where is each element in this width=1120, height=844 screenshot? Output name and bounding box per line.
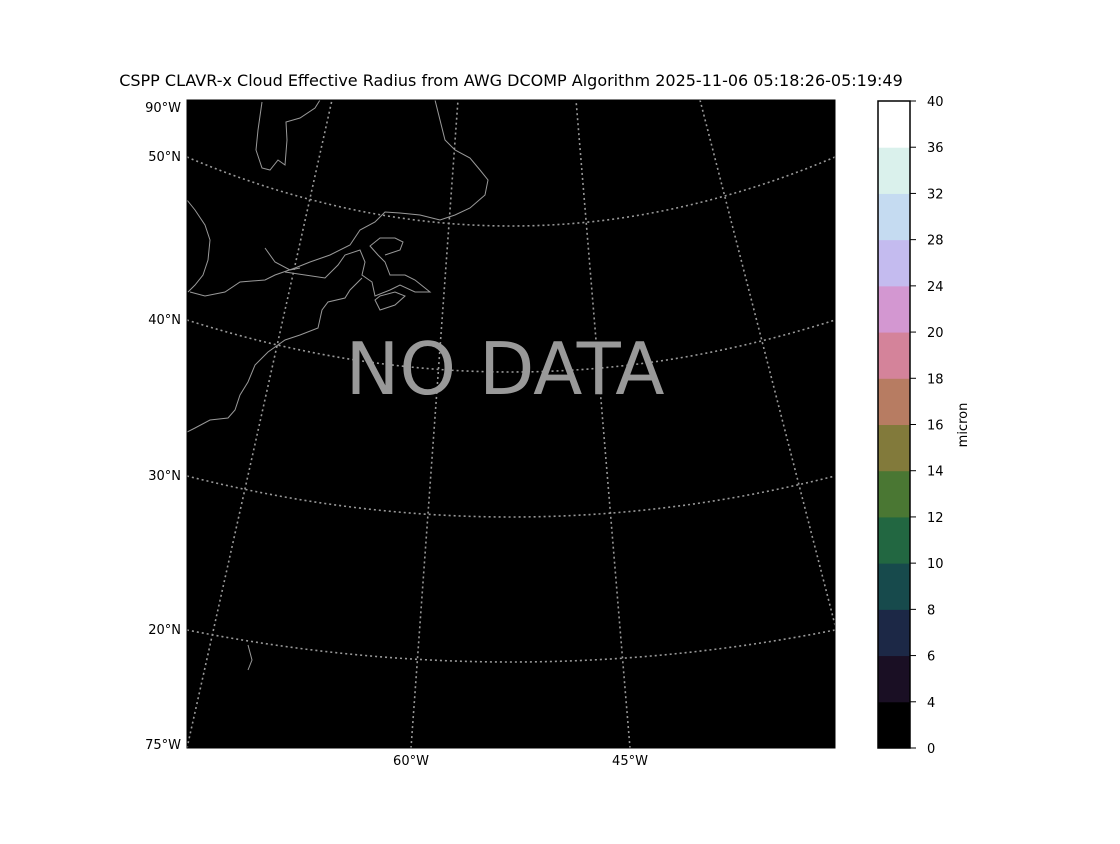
lon-label-60w: 60°W (393, 754, 429, 769)
meridian-45w (575, 100, 631, 748)
colorbar-tick-label: 0 (927, 742, 935, 757)
map-background (187, 100, 835, 748)
colorbar-tick-label: 20 (927, 326, 944, 341)
colorbar-segment (878, 239, 910, 287)
colorbar-tick-label: 28 (927, 234, 944, 249)
colorbar-segment (878, 424, 910, 472)
colorbar-tick-label: 14 (927, 465, 944, 480)
colorbar-tick-label: 16 (927, 419, 944, 434)
colorbar-tick-label: 32 (927, 187, 944, 202)
colorbar-segment (878, 655, 910, 703)
no-data-label: NO DATA (346, 327, 665, 411)
lat-label-20n: 20°N (148, 623, 181, 638)
lat-label-50n: 50°N (148, 150, 181, 165)
colorbar-segment (878, 147, 910, 194)
lat-label-30n: 30°N (148, 469, 181, 484)
meridian-60w (410, 100, 459, 748)
colorbar-segment (878, 609, 910, 657)
map-frame (186, 99, 836, 749)
colorbar-segment (878, 332, 910, 379)
colorbar-tick-label: 40 (927, 95, 944, 110)
colorbar-segment (878, 101, 910, 148)
colorbar-tick-label: 8 (927, 603, 935, 618)
colorbar-tick-label: 4 (927, 696, 935, 711)
colorbar-segment (878, 285, 910, 333)
colorbar-tick-label: 24 (927, 280, 944, 295)
lat-label-40n: 40°N (148, 313, 181, 328)
colorbar: 0 4 6 8 10 12 14 16 18 20 24 28 32 36 40 (877, 95, 944, 757)
map-panel: NO DATA (186, 99, 836, 749)
colorbar-segment (878, 516, 910, 564)
colorbar-tick-label: 18 (927, 372, 944, 387)
colorbar-segment (878, 563, 910, 610)
corner-label-bottom-left: 75°W (145, 738, 181, 753)
colorbar-segment (878, 193, 910, 241)
lon-label-45w: 45°W (612, 754, 648, 769)
corner-label-top-left: 90°W (145, 101, 181, 116)
colorbar-tick-label: 6 (927, 650, 935, 665)
coastlines (187, 100, 489, 671)
colorbar-tick-label: 36 (927, 141, 944, 156)
colorbar-segment (878, 470, 910, 518)
colorbar-tick-label: 12 (927, 511, 944, 526)
meridian-75w (187, 100, 333, 748)
colorbar-segment (878, 701, 910, 749)
parallel-20n (187, 629, 835, 663)
colorbar-label: micron (956, 403, 971, 448)
meridian-30w (699, 100, 835, 626)
parallel-30n (187, 475, 835, 518)
plot-title: CSPP CLAVR-x Cloud Effective Radius from… (119, 71, 903, 90)
colorbar-segment (878, 378, 910, 425)
colorbar-tick-label: 10 (927, 557, 944, 572)
